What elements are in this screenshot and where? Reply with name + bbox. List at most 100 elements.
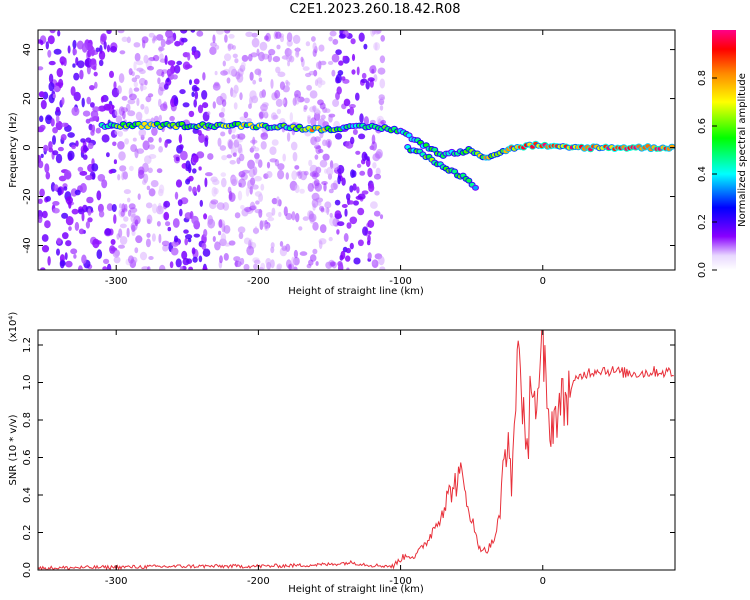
noise-speck [142, 140, 150, 151]
noise-speck [145, 95, 152, 103]
noise-speck [56, 248, 60, 256]
noise-speck [178, 134, 183, 144]
noise-speck [150, 180, 159, 188]
noise-speck [330, 182, 338, 191]
noise-speck [175, 156, 180, 162]
colorbar-label: Normalized spectral amplitude [737, 73, 748, 227]
noise-speck [269, 146, 277, 155]
noise-speck [265, 258, 272, 266]
noise-speck [71, 208, 79, 215]
noise-speck [350, 169, 355, 179]
noise-speck [238, 232, 244, 240]
noise-speck [52, 201, 60, 206]
noise-speck [247, 179, 254, 190]
noise-speck [79, 69, 84, 80]
y-tick-label: 20 [22, 92, 33, 105]
noise-speck [245, 31, 254, 37]
noise-speck [363, 43, 368, 50]
noise-speck [109, 46, 117, 53]
noise-speck [138, 128, 147, 137]
noise-speck [262, 102, 269, 108]
noise-speck [111, 204, 117, 212]
noise-speck [121, 172, 125, 181]
noise-speck [119, 50, 126, 55]
noise-speck [122, 111, 126, 120]
noise-speck [198, 255, 203, 263]
noise-speck [233, 102, 238, 110]
noise-speck [212, 34, 216, 44]
noise-speck [112, 141, 117, 147]
noise-speck [118, 244, 125, 249]
noise-speck [139, 85, 147, 91]
noise-speck [181, 37, 188, 43]
noise-speck [250, 52, 258, 58]
noise-speck [367, 77, 375, 82]
noise-speck [170, 247, 179, 256]
noise-speck [89, 85, 95, 91]
noise-speck [315, 261, 319, 266]
noise-speck [55, 106, 61, 113]
noise-speck [254, 226, 258, 235]
noise-speck [349, 216, 358, 225]
noise-speck [319, 224, 327, 234]
noise-speck [79, 170, 88, 176]
branch-point [466, 178, 472, 183]
noise-speck [368, 183, 375, 193]
noise-speck [277, 71, 286, 78]
colorbar: 0.0 0.2 0.4 0.6 0.8 Normalized spectral ampl… [697, 30, 748, 278]
noise-speck [45, 114, 53, 125]
noise-speck [158, 233, 162, 244]
noise-speck [323, 182, 327, 192]
noise-speck [134, 247, 139, 254]
noise-speck [48, 60, 56, 66]
noise-speck [280, 35, 284, 43]
noise-speck [61, 212, 69, 219]
noise-speck [343, 98, 351, 107]
noise-speck [93, 71, 98, 77]
noise-speck [113, 214, 117, 224]
noise-speck [42, 144, 49, 152]
noise-speck [230, 176, 239, 186]
noise-speck [211, 186, 218, 197]
noise-speck [365, 158, 371, 168]
noise-speck [90, 102, 95, 108]
noise-speck [121, 203, 126, 213]
noise-speck [366, 240, 371, 246]
noise-speck [226, 77, 231, 84]
noise-speck [351, 53, 356, 62]
noise-speck [198, 133, 206, 143]
noise-speck [248, 168, 256, 178]
noise-speck [120, 107, 128, 113]
noise-speck [314, 79, 319, 86]
noise-speck [174, 235, 178, 243]
noise-speck [219, 255, 223, 264]
noise-speck [210, 199, 219, 205]
noise-speck [174, 64, 181, 74]
noise-speck [267, 217, 275, 222]
noise-speck [63, 186, 68, 191]
noise-speck [109, 70, 114, 78]
noise-speck [293, 256, 300, 266]
noise-speck [286, 132, 291, 142]
noise-speck [62, 232, 69, 240]
noise-speck [47, 255, 51, 266]
noise-speck [83, 145, 88, 153]
noise-speck [241, 61, 246, 68]
noise-speck [367, 230, 372, 235]
noise-speck [134, 74, 141, 79]
spectrogram-frame [37, 29, 676, 271]
noise-speck [72, 48, 78, 55]
noise-speck [128, 93, 137, 101]
noise-speck [293, 249, 298, 259]
noise-speck [369, 145, 375, 150]
noise-speck [126, 36, 131, 44]
noise-speck [106, 44, 111, 53]
spectrogram-noise [38, 30, 387, 270]
noise-speck [306, 84, 312, 91]
noise-speck [214, 81, 220, 86]
noise-speck [300, 56, 304, 63]
noise-speck [182, 102, 190, 108]
noise-speck [147, 136, 154, 143]
noise-speck [127, 197, 131, 203]
noise-speck [314, 154, 319, 160]
